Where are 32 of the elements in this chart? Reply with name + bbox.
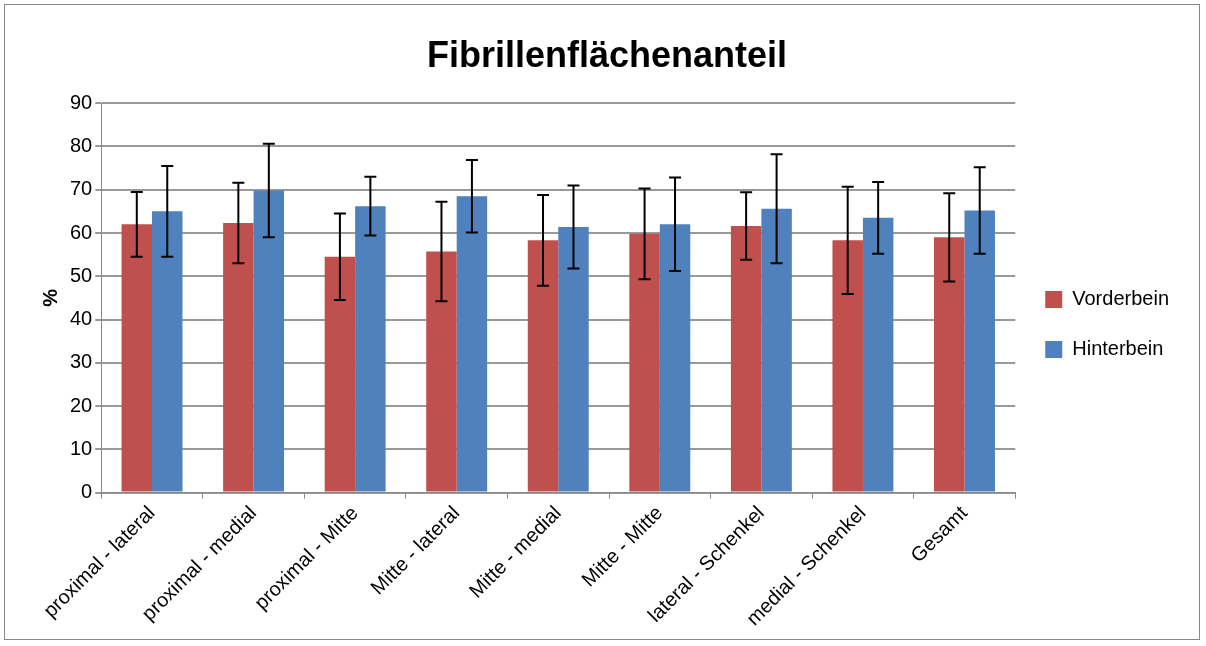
y-tick-label: 20 [70, 393, 93, 416]
bar [558, 226, 589, 492]
bar [121, 224, 153, 492]
bar [761, 208, 792, 492]
y-tick-label: 30 [70, 350, 93, 373]
bar [223, 223, 254, 492]
bar [964, 210, 995, 492]
y-tick-label: 10 [70, 436, 93, 459]
y-tick-label: 60 [70, 220, 93, 243]
legend-label: Hinterbein [1072, 337, 1164, 360]
bar [456, 196, 488, 492]
y-tick-label: 80 [70, 133, 93, 156]
bar [426, 251, 457, 492]
bar [659, 224, 691, 492]
bar [832, 240, 863, 492]
bar [527, 240, 559, 492]
bar [324, 256, 356, 492]
y-tick-label: 40 [70, 307, 93, 330]
bar [355, 206, 386, 492]
y-axis-title: % [38, 288, 61, 307]
bar [934, 237, 965, 492]
bar [253, 190, 285, 492]
y-tick-label: 70 [70, 177, 93, 200]
y-tick-label: 0 [81, 480, 93, 503]
bar [152, 211, 183, 492]
y-tick-label: 90 [70, 90, 93, 113]
bar [629, 233, 660, 492]
bar [730, 226, 762, 492]
legend-label: Vorderbein [1072, 287, 1170, 310]
y-tick-label: 50 [70, 263, 93, 286]
chart-title: Fibrillenflächenanteil [426, 33, 788, 75]
bar [862, 217, 894, 492]
